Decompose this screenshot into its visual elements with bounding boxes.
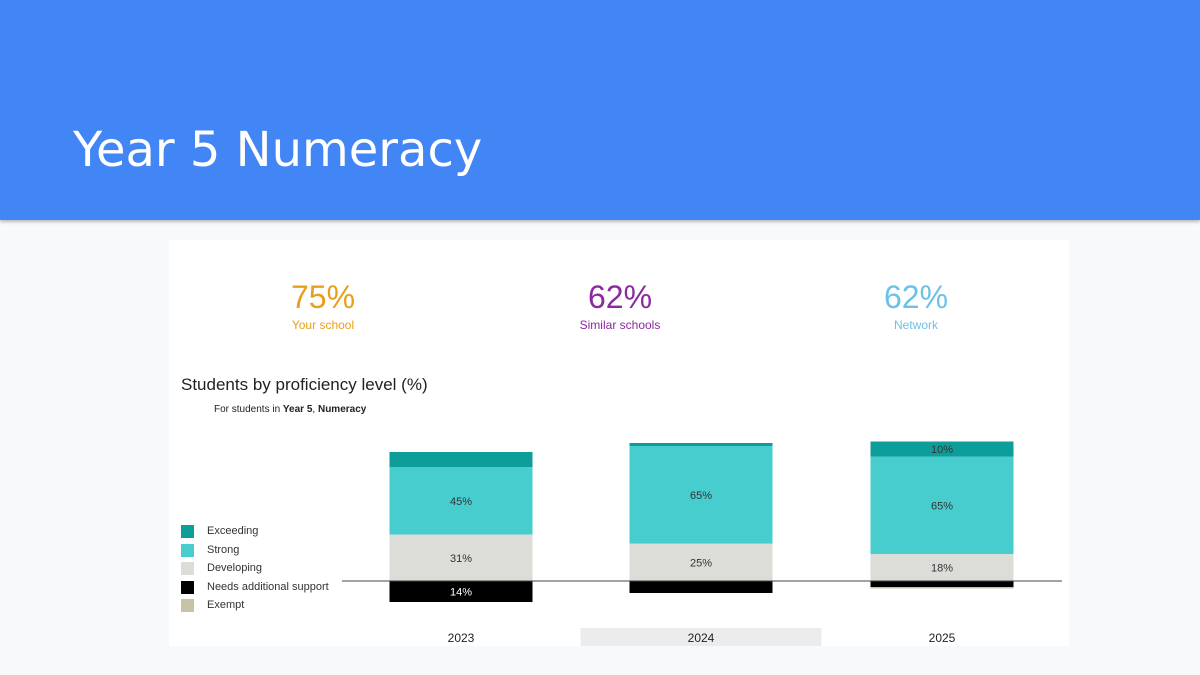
bar-segment-exceeding xyxy=(389,452,533,467)
legend-label: Exempt xyxy=(207,599,245,611)
legend-swatch xyxy=(181,525,194,538)
data-label: 65% xyxy=(690,490,712,502)
stat-label: Your school xyxy=(291,318,355,332)
data-label: 10% xyxy=(931,444,953,456)
subtitle-domain: Numeracy xyxy=(317,404,367,415)
subtitle-separator: , xyxy=(312,404,318,415)
legend-label: Exceeding xyxy=(207,525,259,537)
legend-label: Developing xyxy=(207,562,263,574)
bar-segment-developing xyxy=(389,534,533,581)
chart-subtitle: For students in Year 5, Numeracy xyxy=(214,404,366,415)
legend-swatch xyxy=(181,599,194,612)
bar-segment-exceeding xyxy=(870,441,1014,457)
chart-title: Students by proficiency level (%) xyxy=(181,375,428,394)
stat-label: Similar schools xyxy=(579,318,661,332)
stat-network: 62% Network xyxy=(796,278,1036,333)
category-label: 2023 xyxy=(448,631,475,645)
data-label: 18% xyxy=(931,563,953,575)
proficiency-chart: 31% 45% 14% 2023 25% 65% 2024 18% 65% 10% 2025 xyxy=(342,441,1062,646)
bar-segment-needs-additional-support xyxy=(629,581,773,593)
legend-label: Strong xyxy=(207,543,240,556)
data-label: 45% xyxy=(450,496,472,508)
stat-label: Network xyxy=(893,318,938,332)
data-label: 25% xyxy=(690,557,712,569)
bar-segment-exceeding xyxy=(629,443,773,446)
data-label: 31% xyxy=(450,553,472,565)
title-bar: Year 5 Numeracy xyxy=(0,0,1200,220)
bar-segment-needs-additional-support xyxy=(389,581,533,602)
report-panel: 75% Your school 62% Similar schools 62% … xyxy=(169,240,1069,646)
bar-segment-strong xyxy=(389,467,533,535)
bar-segment-exempt xyxy=(870,587,1014,589)
bar-segment-developing xyxy=(870,554,1014,581)
category-label: 2025 xyxy=(929,631,956,645)
stat-value: 75% xyxy=(290,279,356,315)
legend-swatch xyxy=(181,543,194,557)
category-highlight xyxy=(580,628,822,646)
data-label: 14% xyxy=(450,587,472,599)
legend-label: Needs additional support xyxy=(207,580,329,593)
bar-segment-developing xyxy=(629,543,773,581)
subtitle-year: Year 5 xyxy=(282,404,313,415)
legend-swatch xyxy=(181,562,194,575)
bar-segment-strong xyxy=(870,456,1014,554)
data-label: 65% xyxy=(931,500,953,512)
stat-similar-schools: 62% Similar schools xyxy=(500,278,740,333)
stat-value: 62% xyxy=(587,279,653,315)
stat-your-school: 75% Your school xyxy=(203,278,443,333)
subtitle-prefix: For students in xyxy=(214,404,283,415)
stat-value: 62% xyxy=(883,279,949,315)
category-label: 2024 xyxy=(688,631,715,645)
legend-swatch xyxy=(181,580,194,594)
slide-title: Year 5 Numeracy xyxy=(73,122,483,178)
bar-segment-strong xyxy=(629,446,773,544)
bar-segment-needs-additional-support xyxy=(870,581,1014,587)
